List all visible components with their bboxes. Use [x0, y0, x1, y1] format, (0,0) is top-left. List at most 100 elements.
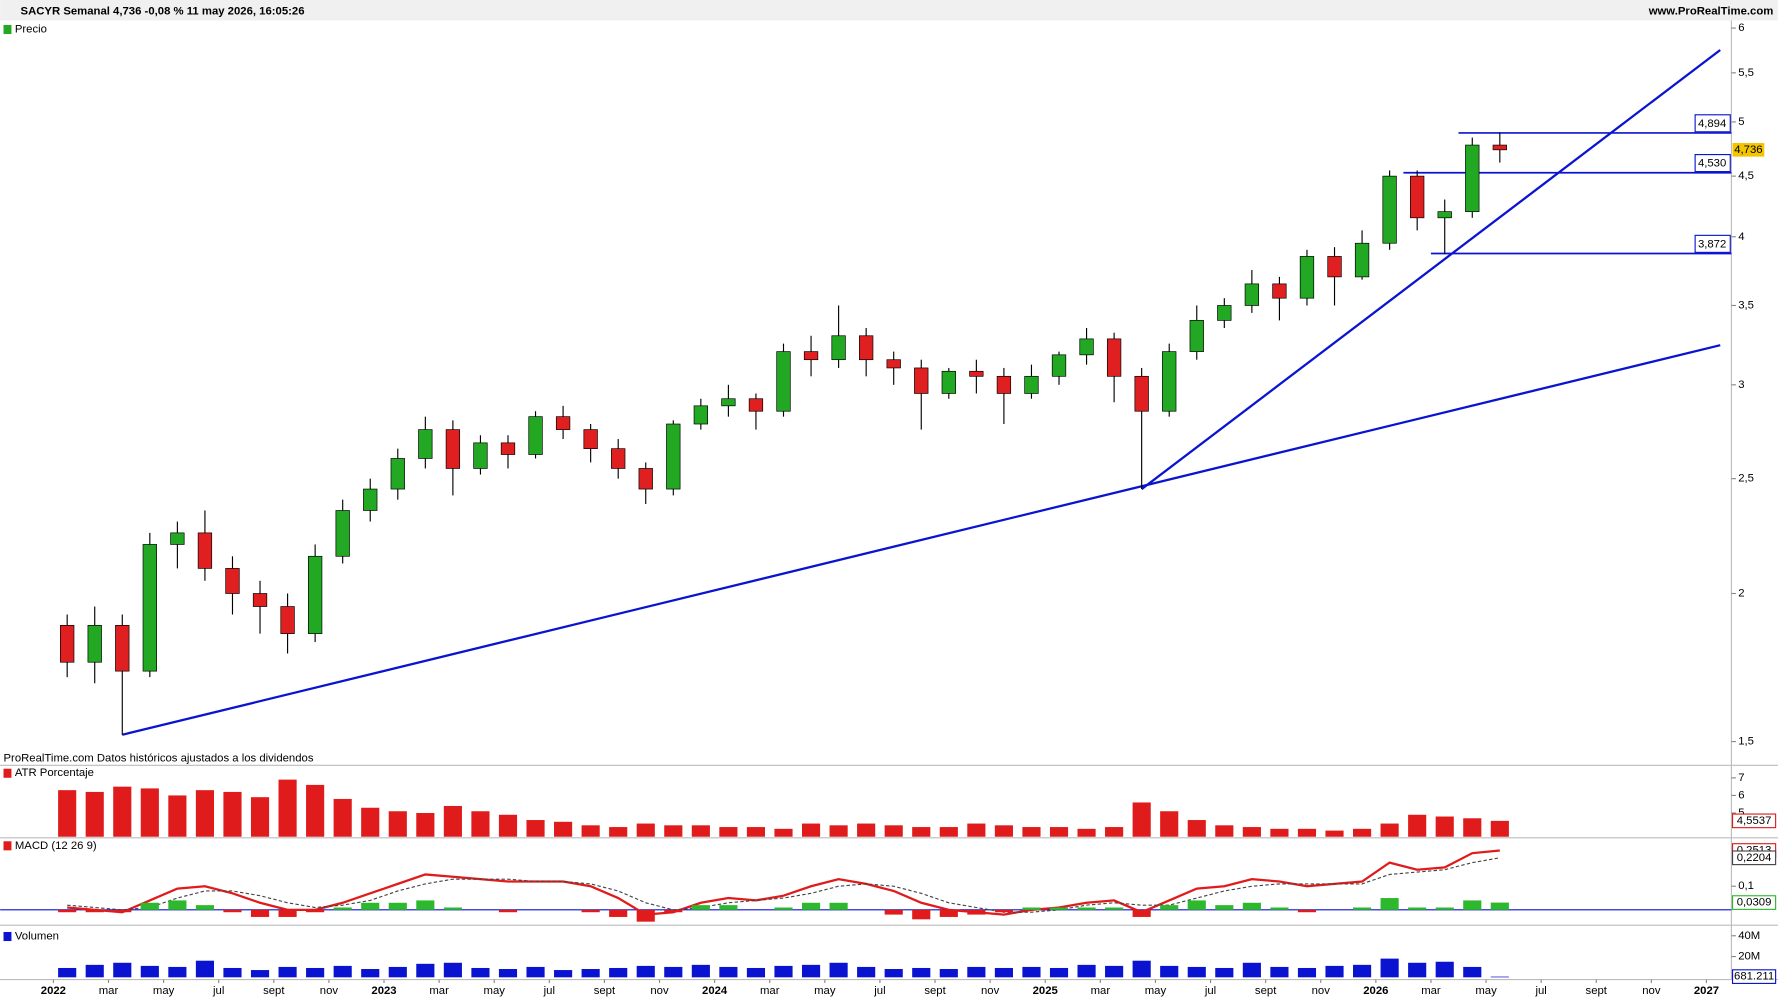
histogram-bar — [994, 909, 1013, 913]
level-box — [1694, 154, 1731, 173]
bar — [1463, 966, 1482, 978]
candle-body — [1299, 256, 1315, 299]
bar — [994, 967, 1013, 978]
histogram-bar — [416, 900, 435, 910]
candle-body — [776, 351, 791, 412]
histogram-bar — [581, 909, 600, 913]
bar — [664, 825, 683, 837]
histogram-bar — [306, 909, 325, 913]
bar — [1270, 828, 1289, 837]
x-tick-label: sept — [1586, 985, 1608, 997]
bar — [554, 821, 573, 837]
bar — [691, 825, 710, 837]
x-tick-label: 2023 — [371, 985, 396, 997]
bar — [168, 966, 187, 978]
histogram-bar — [168, 900, 187, 910]
bar — [967, 823, 986, 837]
candle-body — [1051, 354, 1067, 377]
y-tick-label: 4 — [1738, 231, 1744, 243]
candle-body — [1217, 305, 1232, 321]
histogram-bar — [250, 909, 270, 917]
candle-body — [1272, 283, 1287, 299]
candle-body — [170, 532, 185, 545]
histogram-bar — [361, 902, 380, 910]
candle-body — [500, 442, 516, 455]
x-tick-label: mar — [760, 985, 780, 997]
bar — [1022, 966, 1041, 978]
bar — [609, 967, 628, 978]
bar — [1132, 960, 1151, 978]
histogram-bar — [388, 902, 407, 910]
histogram-bar — [85, 909, 104, 913]
bar — [581, 825, 600, 837]
value-tag-label: 0,2204 — [1737, 852, 1772, 864]
candle-body — [996, 375, 1012, 394]
bar — [1077, 964, 1096, 978]
bar — [719, 966, 738, 978]
bar — [223, 791, 242, 837]
bar — [801, 964, 821, 978]
y-tick-label: 5 — [1738, 807, 1744, 819]
panel-label: Volumen — [15, 931, 59, 943]
bar — [636, 823, 655, 837]
candle-body — [859, 335, 874, 361]
candle-body — [307, 555, 323, 634]
candle-body — [803, 351, 819, 361]
bar — [912, 827, 931, 837]
bar — [195, 790, 214, 837]
last-price-label: 4,736 — [1734, 144, 1762, 156]
bar — [388, 811, 407, 837]
candle-body — [1465, 144, 1480, 212]
x-tick-label: nov — [320, 985, 339, 997]
candle-body — [1106, 338, 1122, 377]
x-tick-label: sept — [1255, 985, 1277, 997]
y-tick-label: 3,5 — [1738, 299, 1754, 311]
histogram-bar — [829, 902, 848, 910]
y-tick-label: 6 — [1738, 789, 1744, 801]
candle-body — [445, 429, 461, 469]
bar — [1435, 816, 1454, 837]
bar — [609, 827, 628, 837]
bar — [1077, 828, 1096, 837]
bar — [1160, 811, 1179, 837]
bar — [884, 969, 903, 978]
bar — [1215, 967, 1234, 978]
candle-body — [1162, 351, 1177, 412]
bar — [746, 967, 766, 978]
bar — [1435, 961, 1454, 978]
bar — [58, 790, 77, 837]
y-tick-label: 2 — [1738, 588, 1744, 600]
bar — [471, 967, 490, 978]
x-tick-label: nov — [981, 985, 1000, 997]
histogram-bar — [498, 909, 518, 913]
histogram-bar — [1215, 905, 1234, 910]
bar — [939, 969, 958, 978]
x-tick-label: mar — [1421, 985, 1441, 997]
candle-body — [280, 606, 295, 634]
bar — [526, 966, 545, 978]
bar — [388, 966, 407, 978]
bar — [113, 962, 132, 978]
legend-swatch — [3, 841, 12, 851]
candle-body — [363, 488, 378, 511]
legend-swatch — [3, 24, 12, 35]
bar — [526, 820, 545, 837]
bar — [1325, 965, 1344, 978]
level-label: 3,872 — [1698, 238, 1726, 250]
histogram-bar — [113, 909, 132, 913]
histogram-bar — [140, 902, 159, 910]
histogram-bar — [1380, 898, 1399, 910]
bar — [857, 966, 876, 978]
bar — [361, 807, 380, 837]
value-tag — [1731, 813, 1777, 829]
candle-body — [638, 468, 653, 490]
bar — [1105, 965, 1124, 978]
histogram-bar — [884, 909, 903, 915]
bar — [912, 967, 931, 978]
bar — [664, 966, 683, 978]
bar — [1380, 823, 1399, 837]
histogram-bar — [1242, 902, 1261, 910]
value-tag — [1731, 969, 1777, 984]
trendline — [122, 344, 1721, 736]
